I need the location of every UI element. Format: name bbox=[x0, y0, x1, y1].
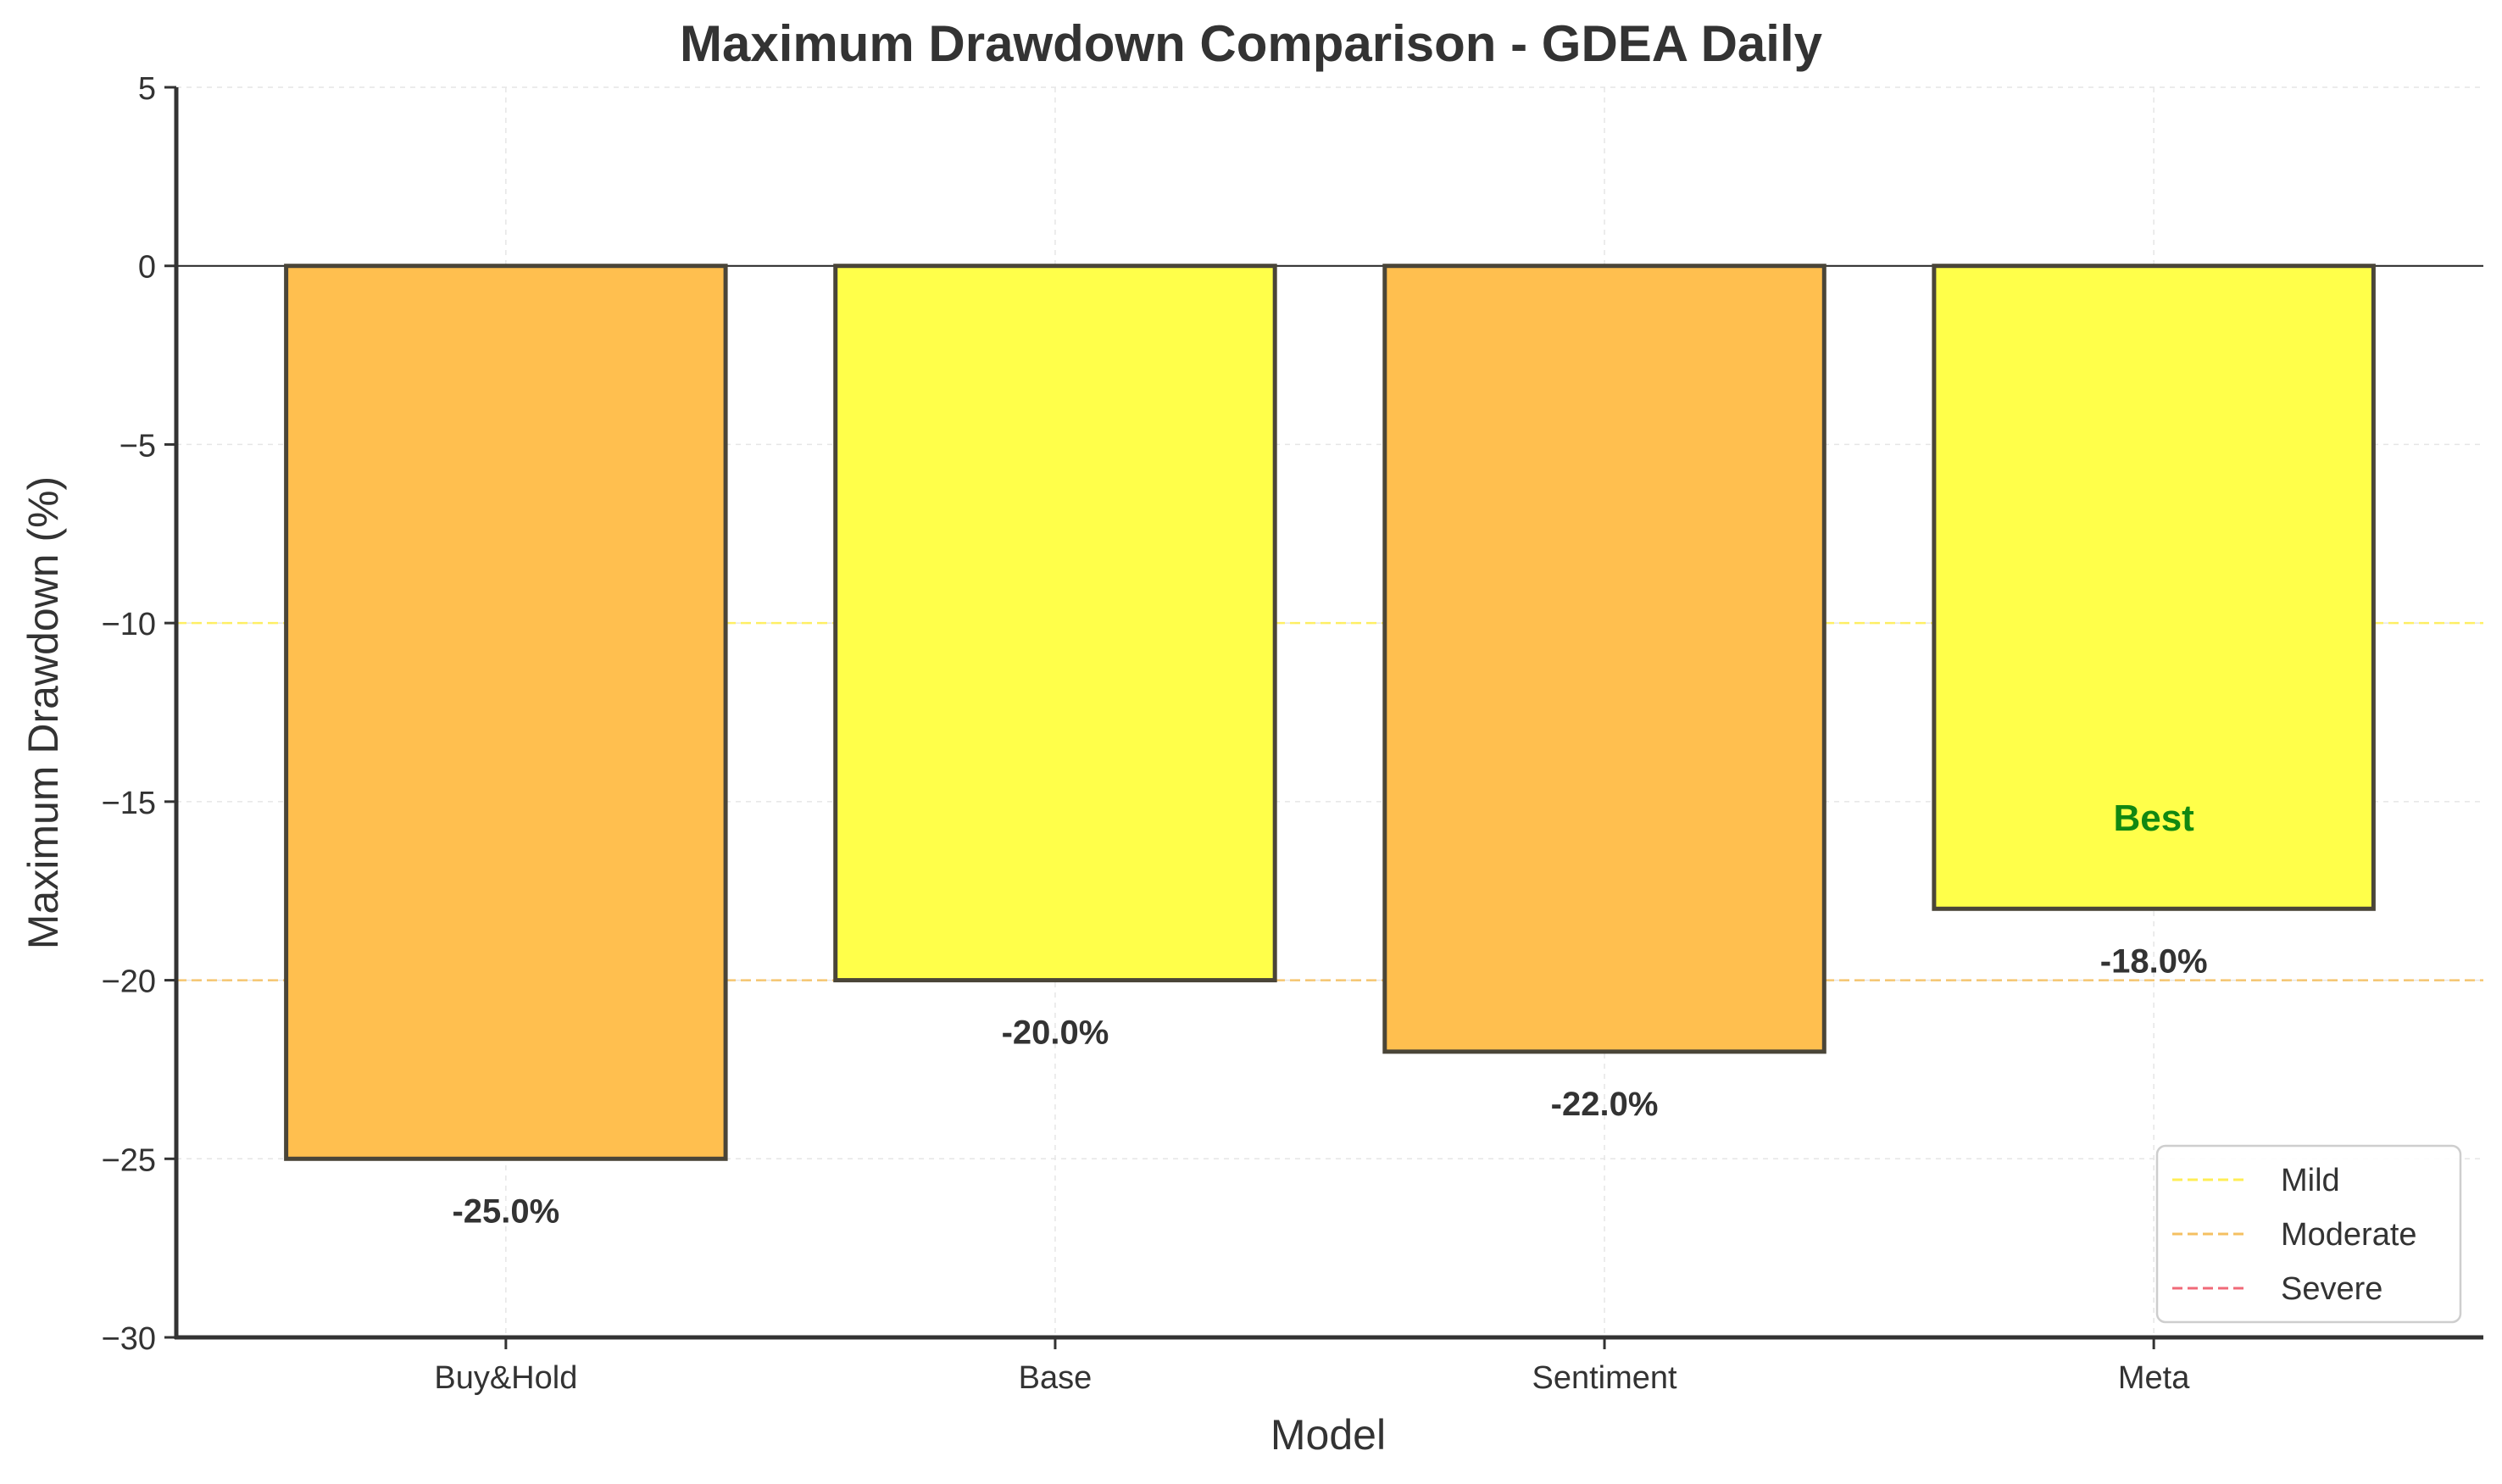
y-axis-label: Maximum Drawdown (%) bbox=[19, 476, 67, 949]
y-tick-label: −30 bbox=[102, 1321, 156, 1357]
bar bbox=[1382, 264, 1826, 1054]
bars: -25.0% -20.0% -22.0% -18.0% Best bbox=[284, 264, 2376, 1230]
y-tick-label: −15 bbox=[102, 786, 156, 821]
y-tick-label: −20 bbox=[102, 964, 156, 1000]
x-axis-label: Model bbox=[1270, 1411, 1386, 1459]
y-tick-label: −25 bbox=[102, 1142, 156, 1178]
legend-entry-label: Severe bbox=[2281, 1271, 2382, 1307]
legend-box bbox=[2155, 1144, 2462, 1324]
chart-title: Maximum Drawdown Comparison - GDEA Daily bbox=[680, 15, 1823, 72]
bar-value-label: -25.0% bbox=[452, 1192, 559, 1230]
bar-value-label: -18.0% bbox=[2100, 942, 2208, 980]
x-tick-label: Sentiment bbox=[1532, 1360, 1678, 1396]
bar bbox=[833, 264, 1277, 983]
y-tick-label: 0 bbox=[138, 250, 156, 286]
y-tick-label: −5 bbox=[120, 428, 156, 464]
best-label: Best bbox=[2113, 798, 2194, 839]
y-tick-label: −10 bbox=[102, 607, 156, 642]
x-tick-label: Meta bbox=[2118, 1360, 2190, 1396]
legend-entry-label: Mild bbox=[2281, 1163, 2340, 1198]
legend: Mild Moderate Severe bbox=[2155, 1144, 2462, 1324]
bar-value-label: -20.0% bbox=[1002, 1014, 1109, 1052]
x-tick-label: Buy&Hold bbox=[434, 1360, 577, 1396]
x-tick-label: Base bbox=[1019, 1360, 1093, 1396]
y-tick-label: 5 bbox=[138, 71, 156, 107]
bar bbox=[284, 264, 728, 1161]
legend-entry-label: Moderate bbox=[2281, 1217, 2417, 1253]
bar-value-label: -22.0% bbox=[1551, 1086, 1659, 1123]
bar bbox=[1932, 264, 2376, 911]
axes: 5 0 −5 −10 −15 −20 −25 −30 Buy&Hold Base Sentiment… bbox=[102, 71, 2483, 1396]
